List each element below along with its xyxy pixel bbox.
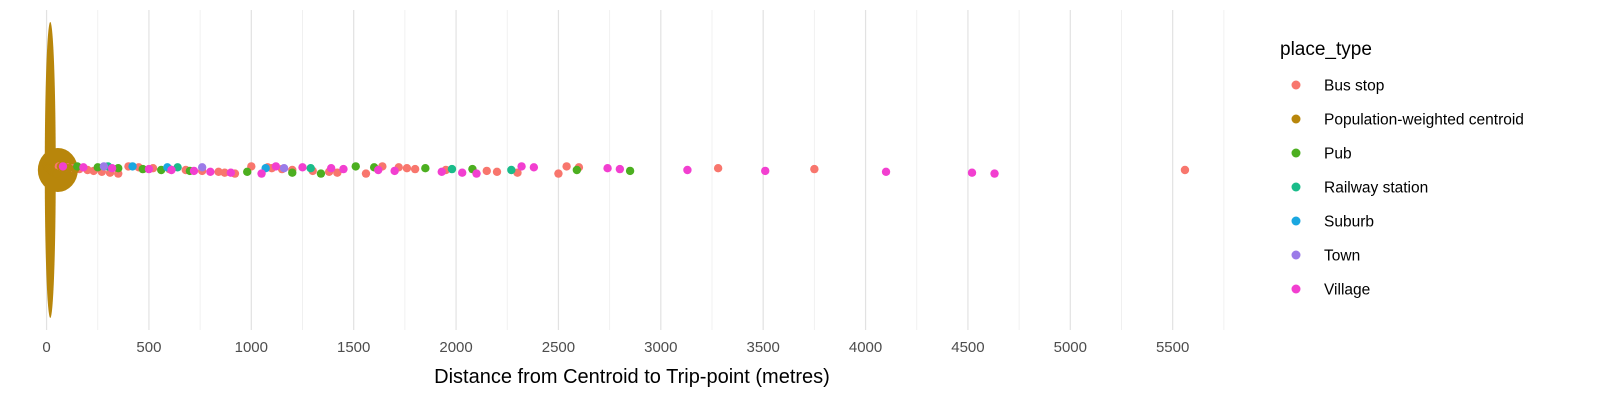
data-point <box>93 163 102 172</box>
data-point <box>271 162 281 171</box>
data-point <box>625 166 635 176</box>
data-point <box>967 168 977 177</box>
x-tick-label: 1500 <box>337 339 370 356</box>
data-point <box>214 167 223 176</box>
data-point <box>713 164 723 173</box>
data-point <box>243 167 252 176</box>
data-point <box>554 169 563 178</box>
data-point <box>333 168 342 177</box>
x-tick-label: 2500 <box>542 339 575 356</box>
legend-key <box>1291 216 1301 226</box>
data-point <box>402 164 412 173</box>
data-point <box>529 163 539 172</box>
data-point <box>298 163 307 172</box>
data-point <box>138 164 147 174</box>
legend-label: Town <box>1324 248 1360 265</box>
legend-label: Railway station <box>1324 180 1428 197</box>
legend-key <box>1291 148 1301 158</box>
data-points <box>37 22 1190 318</box>
data-point <box>167 165 176 175</box>
data-point <box>58 162 68 171</box>
x-tick-label: 0 <box>42 339 50 356</box>
legend-title: place_type <box>1280 39 1372 60</box>
data-point <box>79 163 88 172</box>
data-point <box>421 164 430 173</box>
x-tick-label: 4000 <box>849 339 882 356</box>
data-point <box>881 167 891 176</box>
x-tick-label: 500 <box>136 339 161 356</box>
data-point <box>128 162 137 171</box>
data-point <box>1180 165 1190 175</box>
data-point <box>99 162 109 171</box>
legend-label: Suburb <box>1324 214 1374 231</box>
legend: place_type Bus stop Population-weighted c… <box>1280 39 1524 299</box>
x-tick-label: 2000 <box>439 339 472 356</box>
data-point <box>517 162 526 171</box>
legend-key <box>1291 80 1301 90</box>
data-point <box>492 167 502 176</box>
data-point <box>326 164 336 173</box>
x-tick-label: 1000 <box>235 339 268 356</box>
data-point <box>339 164 348 174</box>
legend-key <box>1291 114 1301 124</box>
data-point <box>572 165 582 175</box>
x-axis-title: Distance from Centroid to Trip-point (me… <box>434 366 830 388</box>
legend-label: Pub <box>1324 146 1352 163</box>
data-point <box>288 168 297 177</box>
data-point <box>603 164 612 173</box>
data-point <box>810 164 819 174</box>
data-point <box>189 166 199 176</box>
data-point <box>458 168 467 177</box>
data-point <box>410 164 420 174</box>
data-point <box>507 165 516 175</box>
data-point <box>197 163 207 172</box>
data-point <box>279 164 289 173</box>
data-point <box>482 166 491 176</box>
data-point <box>351 162 360 171</box>
legend-items: Bus stop Population-weighted centroid Pub R… <box>1291 78 1524 299</box>
data-point <box>306 164 315 173</box>
data-point <box>562 162 571 171</box>
data-point <box>990 169 999 178</box>
data-point <box>52 169 62 178</box>
x-tick-label: 3000 <box>644 339 677 356</box>
x-tick-label: 5500 <box>1156 339 1189 356</box>
data-point <box>615 164 625 174</box>
data-point <box>390 166 399 176</box>
data-point <box>226 168 236 177</box>
data-point <box>114 164 123 173</box>
legend-label: Village <box>1324 282 1370 299</box>
legend-label: Population-weighted centroid <box>1324 112 1524 129</box>
x-tick-label: 4500 <box>951 339 984 356</box>
data-point <box>683 165 692 175</box>
data-point <box>257 169 266 178</box>
data-point <box>374 165 383 175</box>
data-point <box>73 162 82 171</box>
legend-key <box>1291 284 1301 294</box>
data-point <box>206 167 215 176</box>
data-point <box>437 167 446 176</box>
gridlines <box>45 10 1225 330</box>
data-point <box>447 164 457 174</box>
data-point <box>361 169 371 178</box>
data-point <box>144 164 154 174</box>
data-point <box>107 164 117 173</box>
legend-label: Bus stop <box>1324 78 1384 95</box>
legend-key <box>1291 182 1301 192</box>
data-point <box>761 166 770 176</box>
data-point <box>472 169 481 178</box>
x-tick-label: 5000 <box>1054 339 1087 356</box>
x-tick-label: 3500 <box>746 339 779 356</box>
legend-key <box>1291 250 1301 260</box>
data-point <box>316 169 326 178</box>
data-point <box>220 168 229 177</box>
x-axis-ticks: 0 500 1000 1500 2000 2500 3000 3500 4000 4500 5000… <box>42 339 1189 356</box>
